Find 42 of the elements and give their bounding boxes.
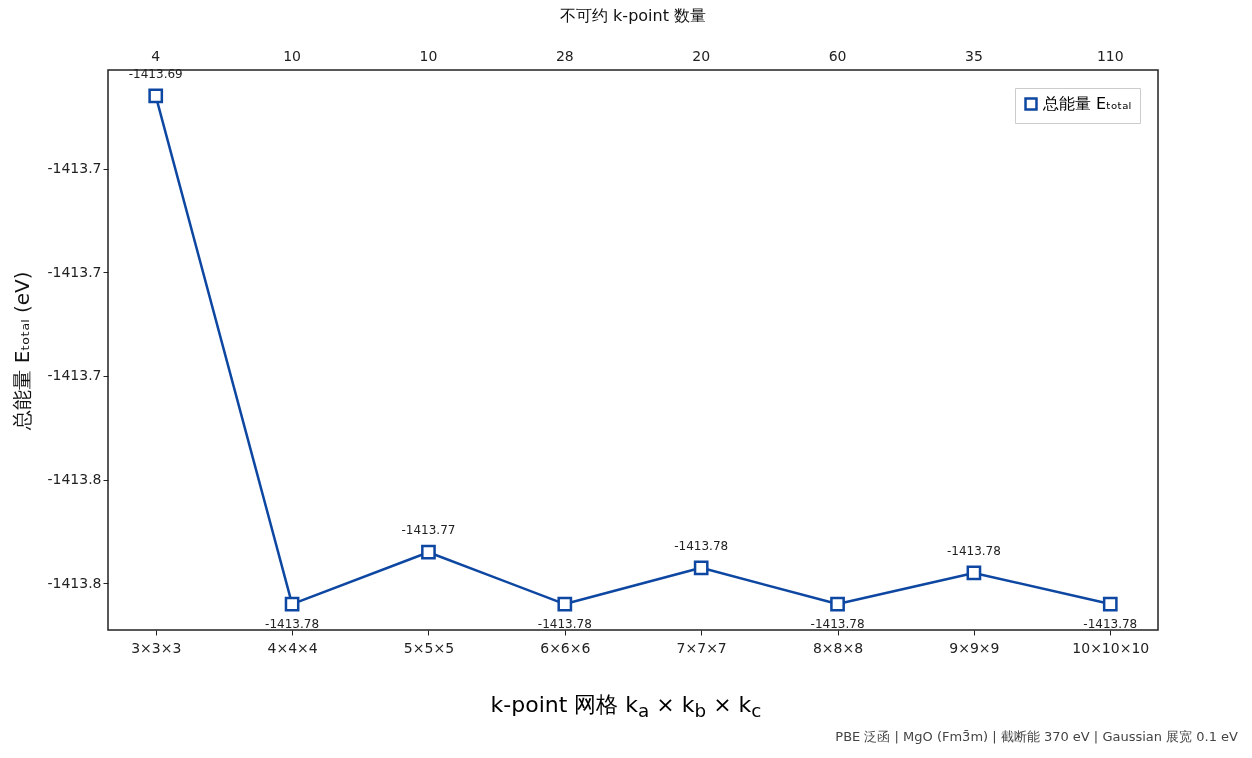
x-tick-label: 8×8×8 — [812, 639, 864, 656]
legend-label: 总能量 Eₜₒₜₐₗ — [1042, 94, 1132, 113]
x-tick-label: 10×10×10 — [1072, 639, 1150, 656]
x-tick-label: 3×3×3 — [131, 639, 182, 656]
text: PBE 泛函 | MgO (Fm3̄m) | 截断能 370 eV | Gaussian 展宽 0.1 eV — [835, 728, 1238, 746]
data-label: -1413.78 — [674, 538, 729, 553]
text: 28 — [555, 48, 574, 64]
x-tick-label: 7×7×7 — [676, 639, 727, 656]
y-tick-label: -1413.7 — [47, 160, 102, 177]
y-tick-label: -1413.8 — [47, 574, 102, 591]
point — [284, 596, 300, 612]
data-label: -1413.78 — [265, 617, 320, 632]
point — [693, 560, 709, 576]
x-axis-title: k-point 网格 k$_{a}$ × k$_{b}$ × k$_{c}$ — [489, 691, 763, 722]
data-label: -1413.78 — [946, 543, 1001, 558]
text: 4 — [151, 48, 161, 64]
point — [557, 596, 573, 612]
point — [966, 565, 982, 581]
data-label: -1413.78 — [810, 617, 865, 632]
point — [1102, 596, 1118, 612]
point — [148, 88, 164, 104]
text: 110 — [1096, 48, 1124, 64]
point — [421, 544, 436, 560]
y-tick-label: -1413.8 — [47, 471, 102, 488]
text: 10 — [419, 48, 438, 64]
x-tick-label: 9×9×9 — [949, 639, 1000, 656]
text: 20 — [692, 48, 711, 64]
text: 10 — [283, 48, 301, 64]
data-label: -1413.69 — [128, 66, 183, 81]
text: 35 — [965, 48, 983, 64]
y-tick-label: -1413.7 — [47, 367, 102, 384]
data-label: -1413.78 — [1083, 617, 1138, 632]
point — [830, 596, 845, 612]
y-axis-title: 总能量 Eₜₒₜₐₗ (eV) — [10, 271, 35, 431]
x-tick-label: 4×4×4 — [267, 639, 318, 656]
y-tick-label: -1413.7 — [47, 263, 102, 280]
text: 60 — [828, 48, 847, 64]
x2-axis-title: 不可约 k-point 数量 — [559, 6, 707, 25]
data-label: -1413.78 — [537, 617, 592, 632]
data-label: -1413.77 — [401, 523, 456, 538]
x-tick-label: 5×5×5 — [403, 639, 455, 656]
x-tick-label: 6×6×6 — [540, 639, 591, 656]
